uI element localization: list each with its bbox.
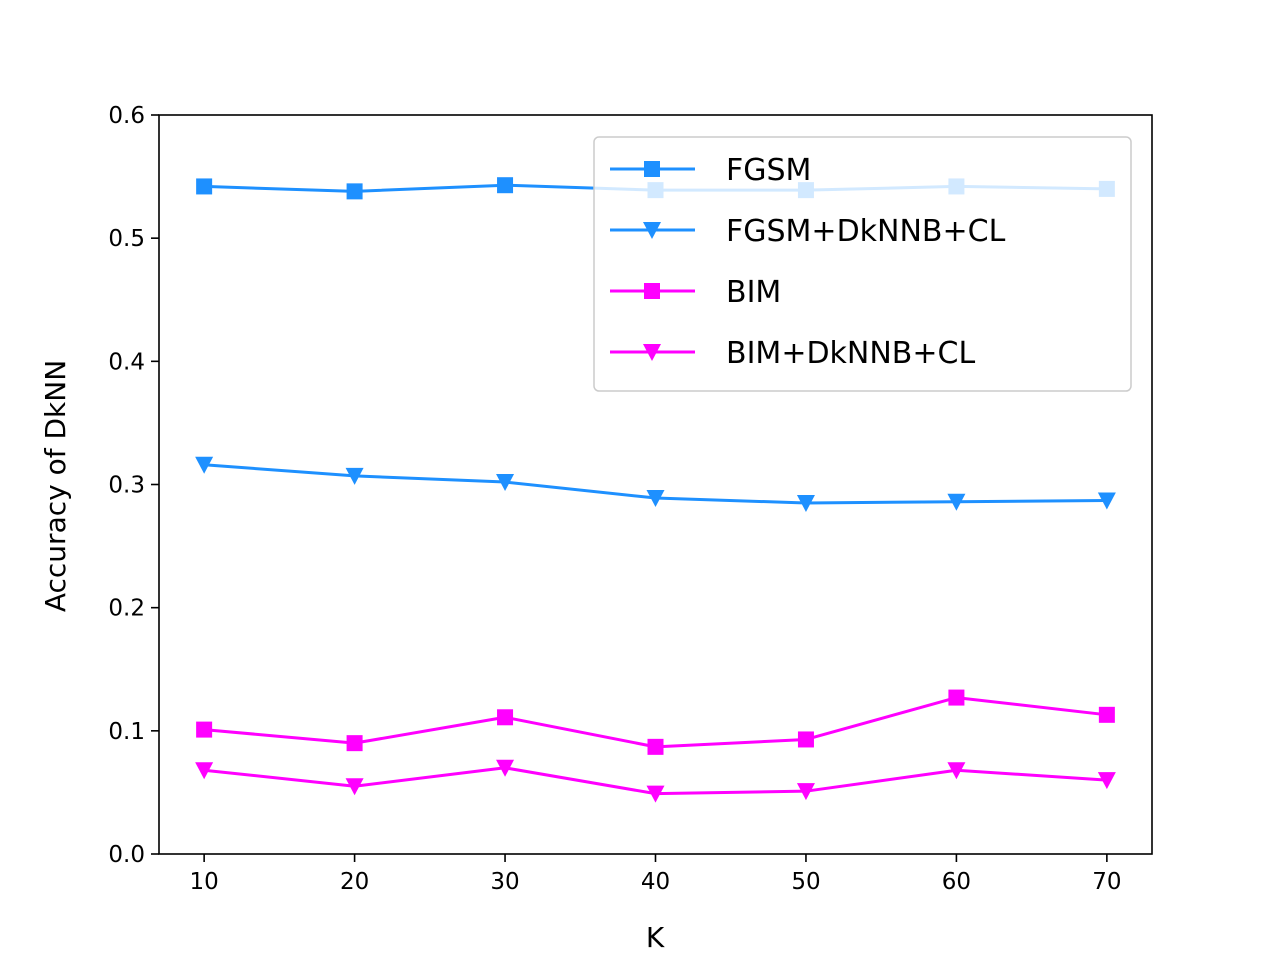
series-3-point xyxy=(196,721,213,738)
series-3 xyxy=(196,689,1115,755)
series-1-point xyxy=(497,177,514,194)
series-2 xyxy=(195,456,1116,512)
series-4-point xyxy=(195,762,214,780)
x-axis-title: K xyxy=(646,921,665,954)
legend-label: BIM+DkNNB+CL xyxy=(726,336,975,371)
legend-item: FGSM+DkNNB+CL xyxy=(610,214,1006,249)
y-tick-label: 0.2 xyxy=(108,596,145,622)
series-1-point xyxy=(346,183,363,200)
legend-item: BIM xyxy=(610,275,781,310)
series-4-point xyxy=(496,759,515,777)
series-3-point xyxy=(1098,706,1115,723)
series-3-point xyxy=(948,689,965,706)
series-2-point xyxy=(1097,492,1116,510)
x-tick-label: 60 xyxy=(942,869,971,895)
legend-label: FGSM xyxy=(726,153,811,188)
x-tick-label: 50 xyxy=(791,869,820,895)
series-2-point xyxy=(345,467,364,485)
x-tick-label: 10 xyxy=(189,869,218,895)
series-4-point xyxy=(646,785,665,803)
x-tick-label: 40 xyxy=(641,869,670,895)
x-tick-label: 20 xyxy=(340,869,369,895)
y-tick-label: 0.0 xyxy=(108,842,145,868)
x-tick-label: 70 xyxy=(1092,869,1121,895)
legend-swatch-marker xyxy=(644,283,660,299)
axes: 10 20 30 40 50 60 70 0.0 0.1 0.2 0.3 0.4 0.5 0.6 xyxy=(108,103,1153,895)
series-4-point xyxy=(1097,772,1116,790)
series-3-point xyxy=(497,709,514,726)
series-1-point xyxy=(196,178,213,195)
legend-swatch-marker xyxy=(644,161,660,177)
series-2-point xyxy=(646,490,665,508)
legend-item: FGSM xyxy=(610,153,811,188)
series-4 xyxy=(195,759,1116,803)
series-3-point xyxy=(346,735,363,752)
series-2-point xyxy=(796,494,815,512)
legend-label: BIM xyxy=(726,275,781,310)
legend: FGSM FGSM+DkNNB+CL BIM BIM+DkNNB+CL xyxy=(593,136,1132,392)
series-4-point xyxy=(345,778,364,796)
series-4-point xyxy=(796,783,815,801)
y-tick-label: 0.3 xyxy=(108,473,145,499)
y-tick-label: 0.4 xyxy=(108,349,145,375)
series-2-point xyxy=(195,456,214,474)
y-tick-label: 0.1 xyxy=(108,719,145,745)
y-tick-label: 0.5 xyxy=(108,226,145,252)
series-4-point xyxy=(947,762,966,780)
legend-label: FGSM+DkNNB+CL xyxy=(726,214,1006,249)
legend-swatch-marker xyxy=(643,344,661,361)
legend-item: BIM+DkNNB+CL xyxy=(610,336,975,371)
y-axis-title: Accuracy of DkNN xyxy=(39,360,72,612)
legend-box xyxy=(593,136,1132,392)
y-tick-label: 0.6 xyxy=(108,103,145,129)
series-3-point xyxy=(797,731,814,748)
legend-swatch-marker xyxy=(643,222,661,239)
x-tick-label: 30 xyxy=(490,869,519,895)
series-2-point xyxy=(947,493,966,511)
series-2-point xyxy=(496,474,515,492)
series-3-point xyxy=(647,738,664,755)
